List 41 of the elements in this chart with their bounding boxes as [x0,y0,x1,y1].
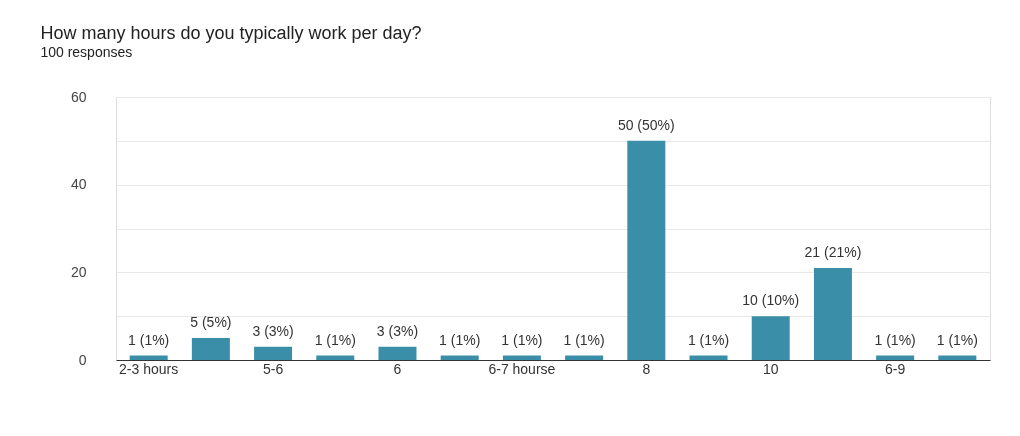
data-label: 1 (1%) [314,331,356,348]
data-label: 1 (1%) [501,331,543,348]
x-tick-label: 8 [642,360,651,377]
data-label: 1 (1%) [439,331,481,348]
data-label: 10 (10%) [742,292,800,309]
bar [751,316,790,360]
chart-title: How many hours do you typically work per day? [40,23,422,43]
data-label: 5 (5%) [190,314,232,331]
bar [502,355,541,360]
data-label: 1 (1%) [563,331,605,348]
x-tick-label: 2-3 hours [119,360,179,377]
bar [938,355,977,360]
bar [876,355,915,360]
data-label: 3 (3%) [252,322,294,339]
x-tick-label: 5-6 [262,360,284,377]
y-tick-label: 60 [70,88,87,105]
bar [191,338,230,360]
y-tick-label: 0 [78,351,87,368]
data-label: 3 (3%) [376,322,419,339]
data-label: 21 (21%) [804,243,862,260]
data-label: 1 (1%) [874,331,916,348]
bar [254,346,293,360]
y-tick-label: 40 [70,176,87,193]
data-label: 50 (50%) [617,116,675,133]
x-tick-label: 6-7 hourse [488,360,556,377]
data-label: 1 (1%) [687,331,730,348]
bar [813,267,852,360]
data-label: 1 (1%) [936,331,978,348]
bar [689,355,728,360]
bar [378,346,417,360]
bar [565,355,604,360]
x-tick-label: 10 [762,360,779,377]
bar [627,140,666,360]
y-tick-label: 20 [70,263,87,280]
chart-subtitle: 100 responses [40,44,133,60]
bar [129,355,168,360]
x-tick-label: 6-9 [885,360,906,377]
bar [316,355,355,360]
bar [440,355,479,360]
x-tick-label: 6 [393,360,402,377]
data-label: 1 (1%) [128,331,170,348]
